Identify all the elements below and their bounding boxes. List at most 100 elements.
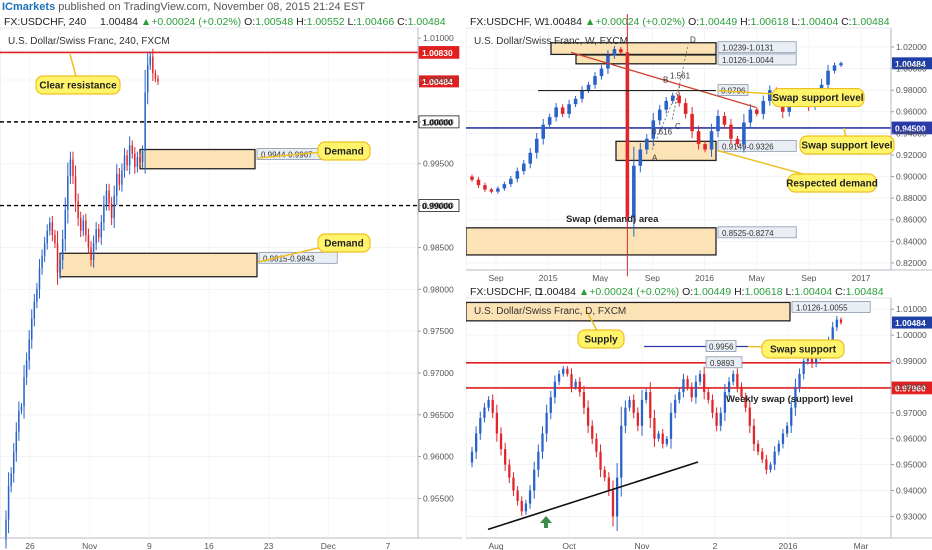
d-candle-body bbox=[756, 443, 760, 452]
d-ohlc-part: +0.00024 (+0.02%) bbox=[589, 286, 682, 298]
d-callout-box bbox=[761, 339, 845, 359]
d-callout-text: Supply bbox=[584, 335, 618, 346]
w-candle-body bbox=[755, 109, 759, 114]
d-candle-body bbox=[512, 477, 515, 491]
d-candle-body bbox=[831, 327, 834, 341]
d-ohlc-part: H: bbox=[734, 286, 745, 298]
w-price-label: 1.00484 bbox=[895, 59, 926, 69]
h4-candle-body bbox=[20, 406, 23, 411]
h4-candle-body bbox=[90, 247, 92, 260]
publisher-brand[interactable]: ICmarkets bbox=[2, 1, 56, 13]
h4-y-tick-label: 0.97500 bbox=[423, 326, 454, 336]
w-candle-body bbox=[534, 138, 539, 153]
d-x-tick-label: Aug bbox=[488, 541, 503, 550]
w-ohlc-part: 1.00449 bbox=[699, 16, 740, 28]
d-candle-body bbox=[636, 412, 639, 426]
h4-y-tick-label: 0.98000 bbox=[423, 284, 454, 294]
h4-zone-box bbox=[139, 148, 256, 170]
h4-ohlc-part: +0.00024 (+0.02%) bbox=[151, 16, 244, 28]
w-zone-label: 1.0126-1.0044 bbox=[722, 56, 774, 65]
h4-candle-body bbox=[67, 176, 69, 210]
w-ohlc-part: 1.00484 bbox=[852, 16, 890, 28]
h4-candle-body bbox=[97, 229, 100, 238]
d-candle-body bbox=[487, 399, 490, 408]
d-candle-body bbox=[665, 438, 669, 444]
w-ohlc-part: ▲ bbox=[585, 16, 595, 28]
d-candle-body bbox=[549, 397, 552, 413]
h4-callout-text: Clear resistance bbox=[39, 81, 117, 92]
d-candle-body bbox=[586, 407, 590, 426]
h4-candle-body bbox=[23, 377, 25, 407]
w-candle-body bbox=[509, 178, 513, 185]
h4-candle-body bbox=[136, 157, 139, 168]
d-candle-body bbox=[765, 459, 768, 470]
w-candle-body bbox=[606, 55, 610, 69]
d-candle-body bbox=[748, 407, 751, 426]
w-plain-label: Swap (demand) area bbox=[566, 214, 659, 225]
d-candle-body bbox=[524, 503, 528, 512]
h4-ohlc-part: C: bbox=[397, 16, 408, 28]
d-candle-body bbox=[640, 399, 644, 426]
w-candle-body bbox=[528, 152, 533, 164]
d-candle-body bbox=[475, 433, 478, 452]
h4-candle-body bbox=[152, 56, 154, 74]
h4-x-tick-label: Nov bbox=[82, 541, 98, 550]
w-candle-body bbox=[742, 122, 746, 145]
d-callout-box bbox=[577, 329, 625, 349]
d-candle-body bbox=[698, 373, 702, 382]
w-level-label: 0.94500 bbox=[895, 123, 926, 133]
w-candle-body bbox=[502, 184, 507, 189]
h4-candle-body bbox=[43, 243, 46, 256]
w-callout-text: Respected demand bbox=[786, 179, 878, 190]
h4-candle-body bbox=[85, 220, 87, 235]
h4-ohlc-line: 1.00484 ▲+0.00024 (+0.02%) O:1.00548 H:1… bbox=[100, 16, 446, 28]
d-candle-body bbox=[508, 464, 511, 478]
w-candle-body bbox=[832, 65, 837, 71]
h4-candle-body bbox=[128, 145, 131, 166]
d-y-tick-label: 0.93000 bbox=[896, 511, 927, 521]
w-candle-body bbox=[716, 116, 720, 132]
w-zone-label-box bbox=[717, 139, 797, 152]
d-candle-body bbox=[520, 500, 523, 512]
daily-ohlc-symbol: FX:USDCHF, D bbox=[470, 286, 543, 298]
w-candle-body bbox=[496, 188, 500, 192]
w-ohlc-part: L: bbox=[791, 16, 800, 28]
w-candle-body bbox=[670, 95, 675, 101]
d-candle-body bbox=[727, 381, 731, 393]
w-level-tag bbox=[891, 121, 932, 135]
w-candle-body bbox=[632, 165, 636, 218]
h4-price-tag bbox=[419, 75, 459, 88]
d-candle-body bbox=[773, 451, 776, 465]
w-candle-body bbox=[651, 120, 656, 139]
d-candle-body bbox=[595, 438, 598, 452]
d-candle-body bbox=[661, 433, 664, 444]
h4-ohlc-part: O: bbox=[244, 16, 255, 28]
h4-candle-body bbox=[108, 190, 110, 204]
d-candle-body bbox=[781, 433, 785, 444]
d-arrow-icon bbox=[540, 516, 552, 528]
w-x-tick-label: 2015 bbox=[539, 273, 558, 282]
w-zone-label: 0.9149-0.9326 bbox=[722, 142, 774, 151]
d-candle-body bbox=[769, 464, 772, 470]
h4-candle-body bbox=[18, 410, 20, 432]
h4-candle-body bbox=[110, 203, 113, 219]
d-candle-body bbox=[719, 412, 722, 426]
w-x-tick-label: May bbox=[749, 273, 766, 282]
w-ohlc-part: +0.00024 (+0.02%) bbox=[595, 16, 688, 28]
d-candle-body bbox=[657, 433, 660, 439]
w-zone-box bbox=[466, 227, 717, 256]
h4-candle-body bbox=[69, 159, 72, 177]
d-candle-body bbox=[744, 397, 747, 408]
w-candle-body bbox=[567, 104, 571, 114]
w-pattern-label: C bbox=[675, 122, 681, 131]
h4-candle-body bbox=[64, 209, 67, 240]
d-zone-box bbox=[466, 301, 791, 322]
h4-candle-body bbox=[134, 153, 136, 168]
d-candle-body bbox=[582, 392, 586, 408]
h4-candle-body bbox=[141, 151, 144, 163]
h4-x-tick-label: 16 bbox=[204, 541, 214, 550]
w-y-tick-label: 0.92000 bbox=[896, 150, 927, 160]
d-candle-body bbox=[603, 469, 606, 478]
d-x-tick-label: Nov bbox=[634, 541, 650, 550]
h4-candle-body bbox=[49, 222, 51, 231]
